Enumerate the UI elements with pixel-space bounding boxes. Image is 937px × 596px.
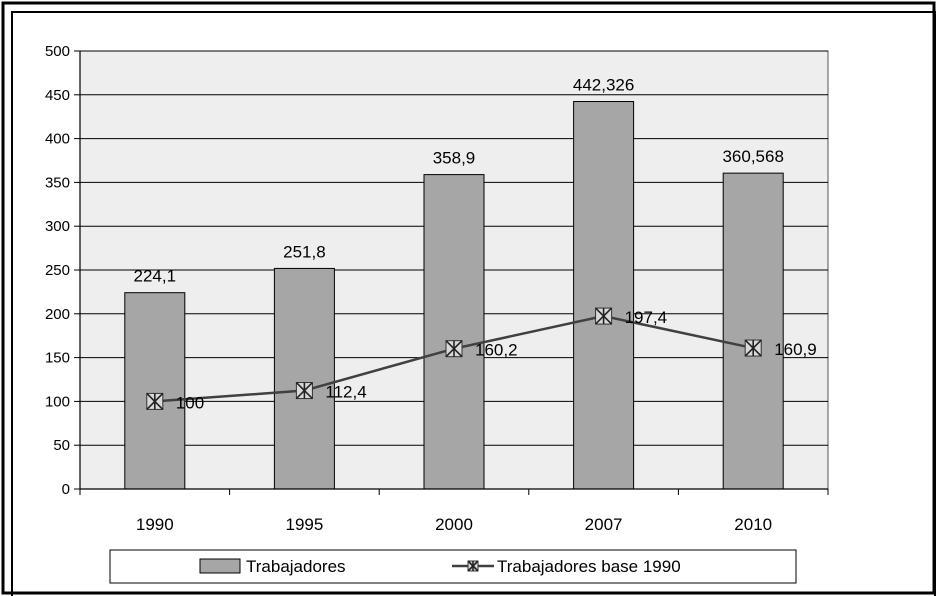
y-tick-label: 200 — [45, 306, 70, 323]
y-tick-label: 250 — [45, 262, 70, 279]
bar — [423, 174, 485, 490]
line-data-label: 100 — [176, 393, 204, 412]
legend-line-label: Trabajadores base 1990 — [497, 557, 681, 576]
y-tick-label: 300 — [45, 218, 70, 235]
bar — [124, 292, 186, 490]
y-tick-label: 100 — [45, 393, 70, 410]
line-point-marker — [467, 560, 479, 572]
bar-data-label: 360,568 — [722, 147, 783, 166]
line-data-label: 160,2 — [475, 341, 518, 360]
line-data-label: 112,4 — [325, 383, 366, 402]
x-tick-label: 2007 — [585, 515, 623, 534]
line-point-marker — [595, 307, 613, 325]
bar — [722, 172, 784, 490]
legend-bar-swatch — [199, 558, 241, 574]
y-tick-label: 350 — [45, 174, 70, 191]
legend-line-marker — [467, 560, 479, 572]
axis-layer: 0 50 100 150 200 250 300 350 400 450 500 1990 1995 20… — [45, 43, 829, 534]
bar-data-label: 224,1 — [134, 267, 177, 286]
y-tick-label: 500 — [45, 43, 70, 60]
bar-data-label: 251,8 — [283, 242, 326, 261]
bar-layer — [124, 101, 784, 490]
bar — [573, 101, 635, 490]
line-point-marker — [744, 339, 762, 357]
bar — [273, 267, 335, 490]
bar-data-label: 442,326 — [573, 76, 634, 95]
label-layer: 224,1 251,8 358,9 442,326 360,568 100 112,4 160… — [134, 76, 817, 413]
x-tick-label: 1995 — [285, 515, 323, 534]
line-point-marker — [295, 381, 313, 400]
legend-bar-label: Trabajadores — [246, 557, 346, 576]
line-data-label: 197,4 — [625, 308, 668, 327]
line-point-marker — [146, 392, 164, 410]
y-tick-label: 450 — [45, 87, 70, 104]
x-tick-label: 2010 — [734, 515, 772, 534]
x-tick-label: 1990 — [136, 515, 174, 534]
bar-data-label: 358,9 — [433, 149, 476, 168]
y-tick-label: 0 — [62, 481, 70, 498]
x-tick-label: 2000 — [435, 515, 473, 534]
line-layer — [146, 307, 762, 410]
legend: Trabajadores Trabajadores base 1990 — [109, 549, 797, 584]
y-tick-label: 50 — [53, 437, 70, 454]
y-tick-label: 400 — [45, 131, 70, 148]
line-point-marker — [445, 340, 463, 358]
y-tick-label: 150 — [45, 350, 70, 367]
line-data-label: 160,9 — [774, 340, 817, 359]
inner-frame — [11, 11, 936, 596]
